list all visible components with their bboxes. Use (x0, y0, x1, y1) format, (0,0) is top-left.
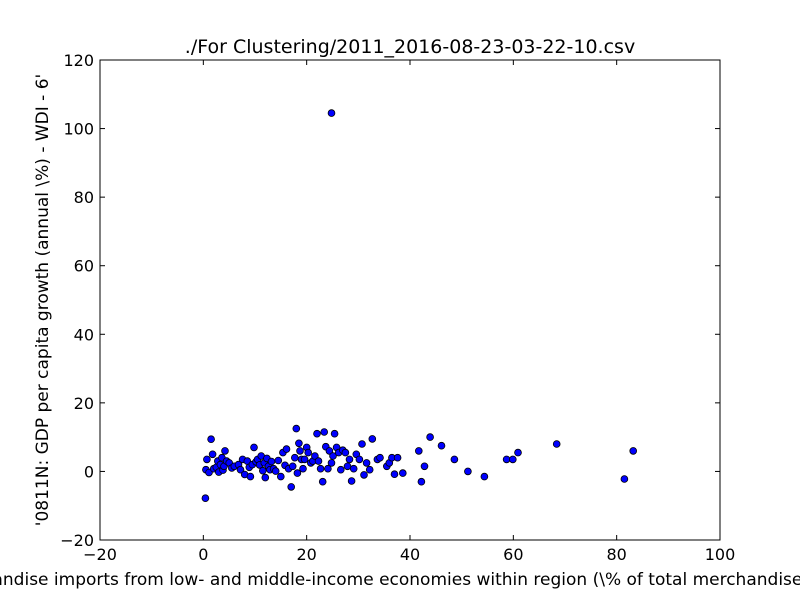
x-tick-label: 100 (705, 545, 736, 564)
data-point (502, 455, 511, 464)
data-point (324, 464, 332, 473)
data-point (290, 453, 299, 462)
x-tick-label: 0 (198, 545, 208, 564)
data-point (274, 456, 283, 465)
data-point (398, 469, 407, 477)
data-point (288, 462, 297, 471)
data-point (514, 448, 522, 457)
data-point (464, 467, 472, 476)
data-point (292, 424, 301, 433)
y-tick-label: 80 (74, 188, 94, 207)
data-point (327, 109, 336, 117)
data-point (629, 447, 637, 455)
y-tick-label: 20 (74, 394, 94, 413)
data-point (480, 472, 489, 481)
data-point (282, 445, 291, 453)
y-tick-label: 60 (74, 257, 94, 276)
y-tick-label: −20 (60, 531, 94, 550)
data-point (295, 439, 303, 448)
x-tick-label: 20 (296, 545, 316, 564)
data-point (276, 472, 285, 481)
y-tick-label: 100 (63, 120, 94, 139)
data-point (365, 465, 374, 474)
x-axis-label: Merchandise imports from low- and middle… (0, 570, 800, 590)
y-tick-label: 120 (63, 51, 94, 70)
data-point (417, 477, 426, 486)
data-point (304, 448, 313, 457)
data-point (426, 433, 434, 441)
data-point (313, 429, 321, 438)
data-point (362, 459, 371, 467)
data-point (336, 465, 345, 474)
data-point (316, 464, 325, 473)
data-point (329, 452, 337, 460)
data-point (437, 441, 446, 450)
y-tick-label: 0 (84, 462, 94, 481)
data-point (246, 472, 255, 481)
data-point (450, 455, 459, 464)
data-point (368, 435, 377, 443)
y-axis-label: '0811N: GDP per capita growth (annual \%… (33, 74, 53, 526)
data-point (203, 455, 211, 464)
points-layer (201, 109, 637, 503)
data-point (207, 435, 215, 444)
ticks-layer: −20 0 20 40 60 80 100 −20 0 20 40 60 80 100 120 (60, 51, 735, 564)
data-point (236, 465, 245, 474)
data-point (358, 440, 366, 448)
data-point (320, 428, 329, 436)
data-point (620, 475, 629, 483)
data-point (390, 470, 399, 479)
data-point (347, 477, 356, 485)
x-tick-label: 60 (503, 545, 523, 564)
data-point (311, 452, 319, 460)
data-point (300, 455, 309, 464)
data-point (345, 455, 354, 464)
data-point (296, 447, 304, 455)
data-point (330, 429, 339, 438)
data-point (355, 455, 364, 464)
data-point (343, 462, 352, 471)
data-point (349, 464, 358, 473)
data-point (271, 467, 280, 475)
chart-title: ./For Clustering/2011_2016-08-23-03-22-1… (185, 36, 635, 58)
data-point (258, 466, 267, 475)
x-tick-label: −20 (83, 545, 117, 564)
data-point (299, 464, 307, 473)
data-point (287, 483, 296, 491)
data-point (393, 453, 402, 462)
data-point (327, 459, 336, 467)
data-point (508, 455, 517, 464)
data-point (314, 457, 323, 465)
data-point (420, 462, 429, 471)
data-point (221, 447, 229, 455)
data-point (208, 450, 217, 459)
y-tick-label: 40 (74, 325, 94, 344)
x-tick-label: 80 (606, 545, 626, 564)
data-point (414, 447, 423, 455)
data-point (360, 471, 368, 479)
data-point (552, 440, 561, 448)
x-tick-label: 40 (400, 545, 420, 564)
data-point (376, 453, 384, 462)
data-point (267, 457, 276, 466)
data-point (261, 473, 270, 482)
data-point (293, 469, 302, 477)
data-point (201, 494, 210, 503)
data-point (318, 477, 327, 486)
data-point (341, 448, 350, 457)
data-point (325, 447, 334, 455)
data-point (250, 443, 258, 452)
